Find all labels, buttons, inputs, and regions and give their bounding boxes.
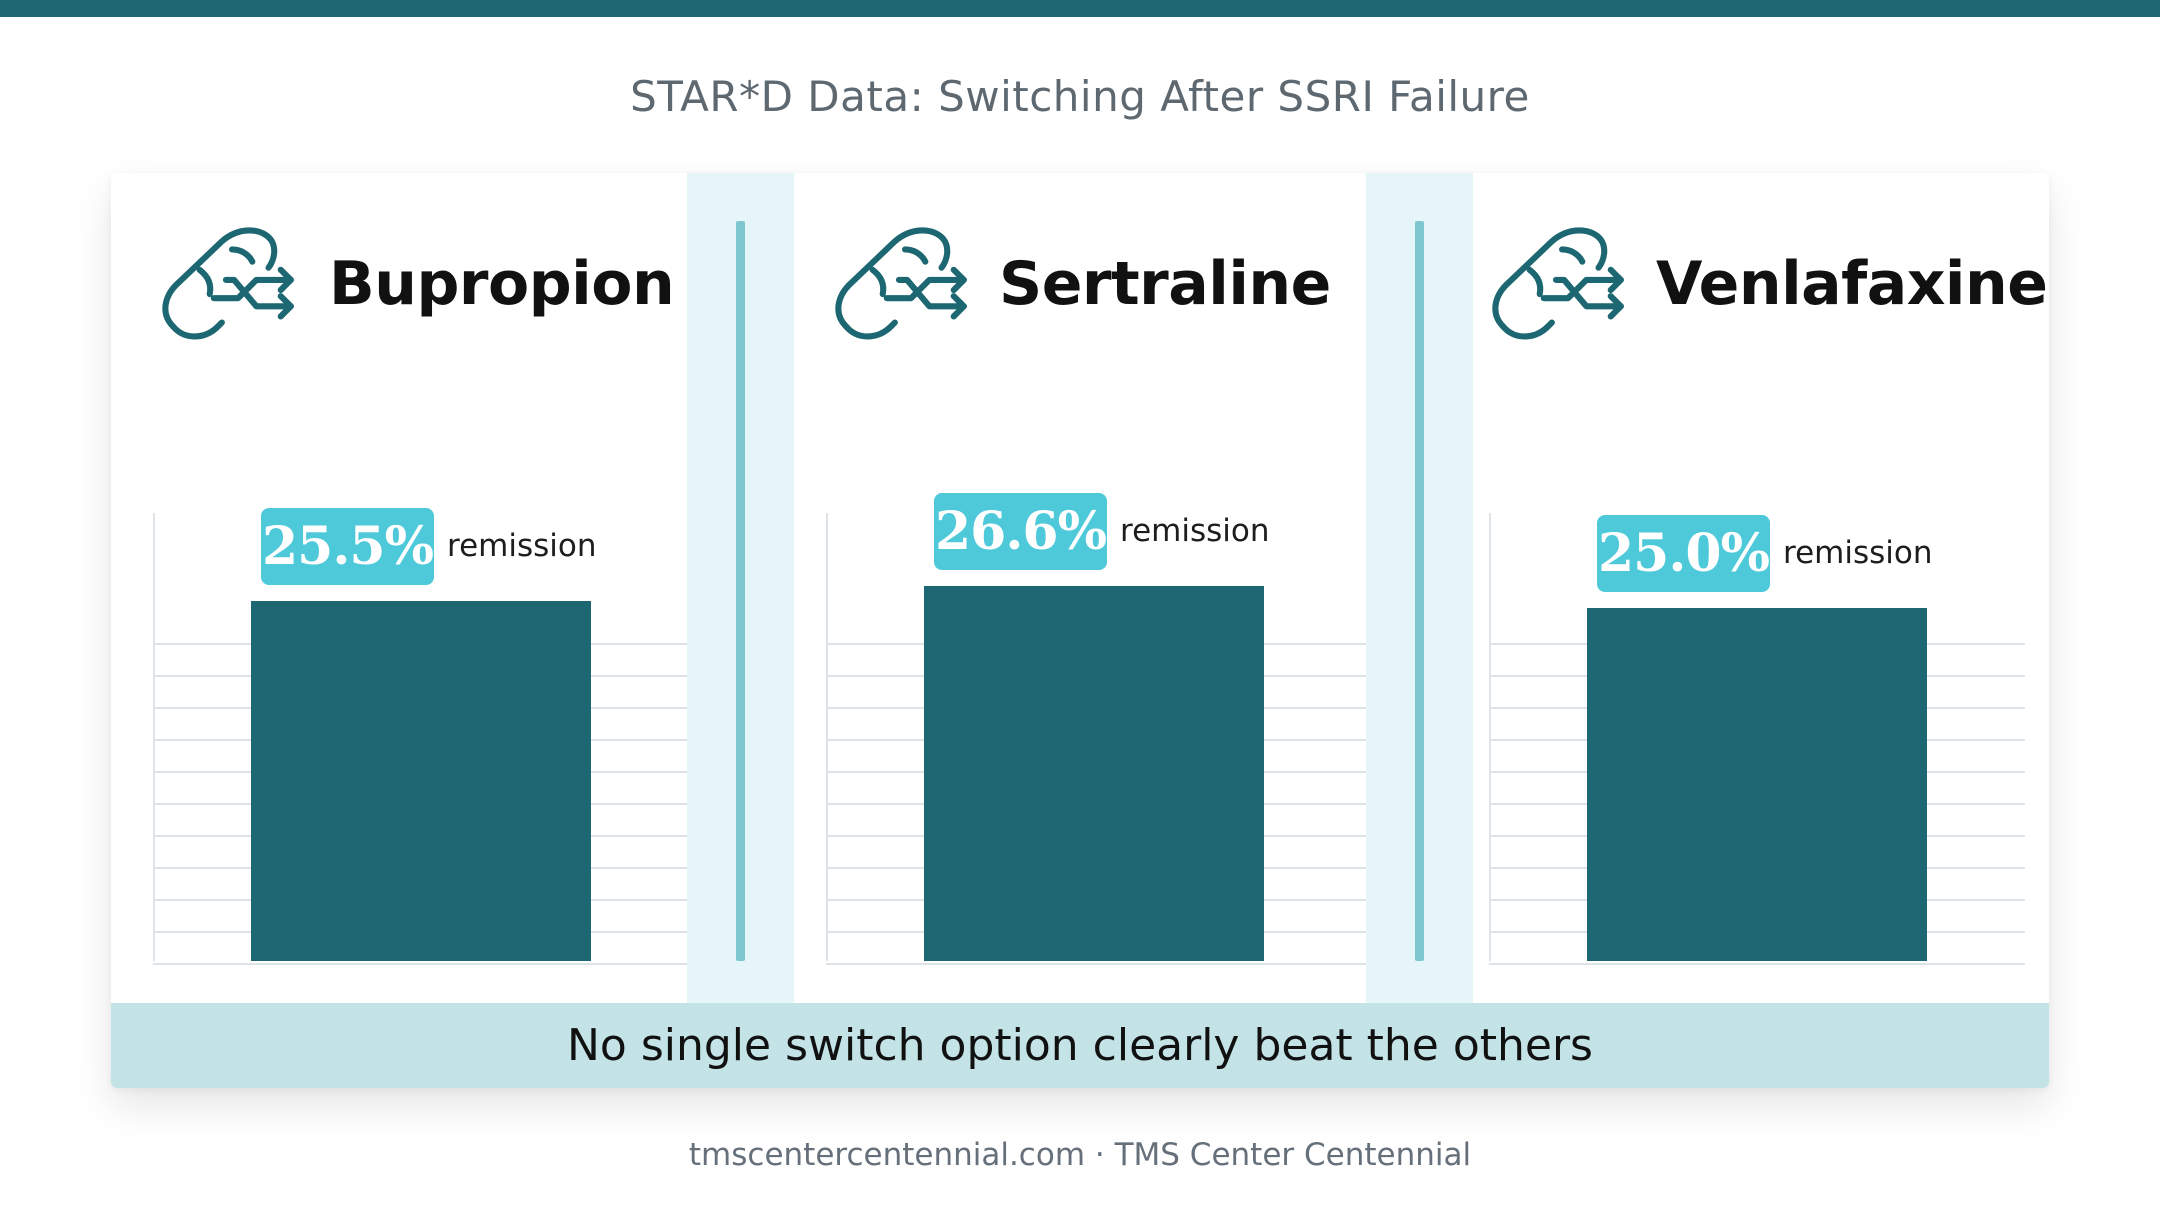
value-unit-label: remission (1783, 535, 1933, 571)
value-label: 25.5% (261, 508, 434, 585)
drug-name: Sertraline (999, 249, 1331, 319)
value-unit-label: remission (1120, 513, 1270, 549)
conclusion-banner: No single switch option clearly beat the… (111, 1003, 2049, 1088)
panel-sertraline: Sertraline 26.6% remission (794, 173, 1366, 1003)
panel-bupropion: Bupropion 25.5% remission (111, 173, 687, 1003)
y-axis-line (153, 513, 155, 961)
panel-divider (687, 173, 794, 1003)
top-accent-bar (0, 0, 2160, 17)
y-axis-line (1489, 513, 1491, 961)
source-credit: tmscentercentennial.com · TMS Center Cen… (688, 1137, 1472, 1173)
value-unit-label: remission (447, 528, 597, 564)
page-title: STAR*D Data: Switching After SSRI Failur… (630, 72, 1530, 121)
value-label: 26.6% (934, 493, 1107, 570)
bar-sertraline (924, 586, 1264, 961)
bar-plot (1489, 513, 2025, 965)
grid-line (826, 963, 1366, 965)
bar-venlafaxine (1587, 608, 1927, 961)
panel-venlafaxine: Venlafaxine 25.0% remission (1473, 173, 2049, 1003)
comparison-card: Bupropion 25.5% remission Sertraline 26.… (111, 173, 2049, 1088)
conclusion-text: No single switch option clearly beat the… (567, 1020, 1593, 1071)
pill-switch-icon (832, 221, 974, 353)
pill-switch-icon (159, 221, 301, 353)
drug-name: Venlafaxine (1656, 249, 2048, 319)
bar-plot (153, 513, 687, 965)
drug-name: Bupropion (329, 249, 675, 319)
grid-line (153, 963, 687, 965)
bar-plot (826, 513, 1366, 965)
divider-line (736, 221, 745, 961)
divider-line (1415, 221, 1424, 961)
pill-switch-icon (1489, 221, 1631, 353)
panel-divider (1366, 173, 1473, 1003)
y-axis-line (826, 513, 828, 961)
grid-line (1489, 963, 2025, 965)
value-label: 25.0% (1597, 515, 1770, 592)
bar-bupropion (251, 601, 591, 961)
